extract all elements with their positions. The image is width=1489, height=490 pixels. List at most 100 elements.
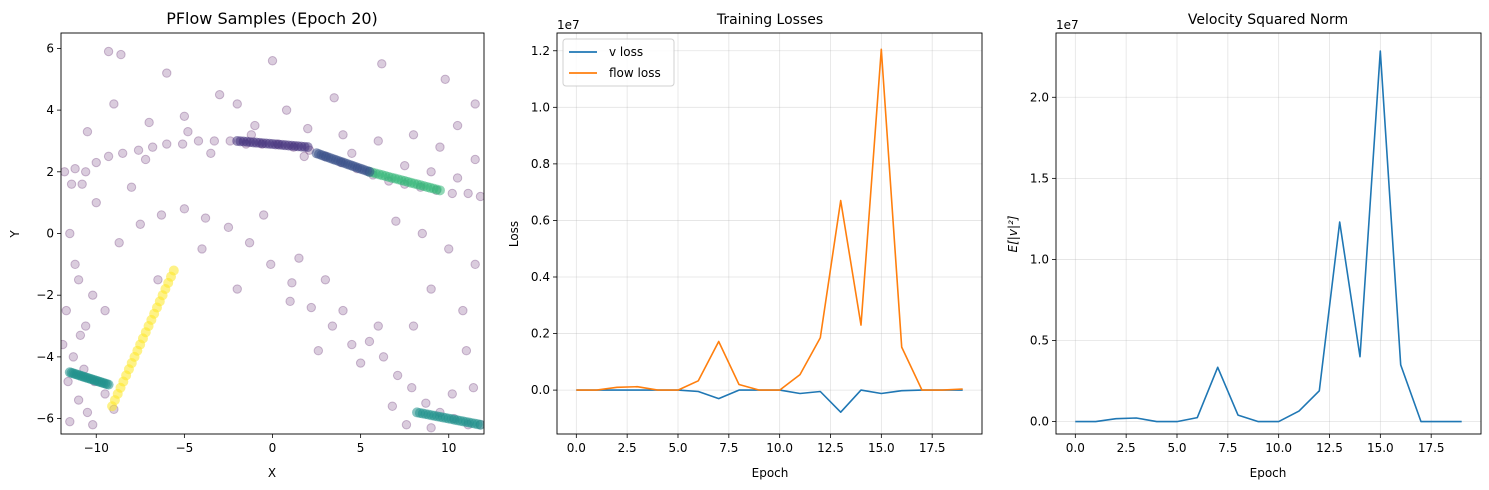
x-tick-label: 17.5 bbox=[919, 441, 946, 455]
scatter-point bbox=[144, 117, 154, 128]
legend-box bbox=[562, 38, 675, 87]
losses-lines bbox=[576, 48, 963, 414]
scatter-point bbox=[377, 59, 387, 69]
scatter-point bbox=[373, 321, 383, 331]
scatter-ylabel: Y bbox=[8, 230, 22, 239]
scatter-dense-point bbox=[302, 142, 313, 153]
scatter-point bbox=[463, 188, 473, 199]
scatter-dense-point bbox=[434, 185, 445, 196]
scatter-points bbox=[61, 46, 484, 433]
scatter-point bbox=[73, 275, 84, 285]
scatter-point bbox=[407, 383, 417, 393]
y-tick-label: 2 bbox=[46, 165, 54, 179]
losses-panel: Training Losses 1e7 0.0 2.5 5.0 7.5 10.0 12.5… bbox=[507, 12, 983, 480]
scatter-point bbox=[61, 339, 68, 350]
scatter-point bbox=[401, 420, 412, 430]
scatter-point bbox=[147, 142, 158, 152]
x-tick-label: 12.5 bbox=[1316, 441, 1343, 455]
scatter-xlabel: X bbox=[268, 466, 276, 480]
scatter-point bbox=[267, 56, 278, 66]
x-tick-label: 17.5 bbox=[1418, 441, 1445, 455]
scatter-point bbox=[153, 275, 163, 285]
velocity-offset-label: 1e7 bbox=[1056, 18, 1079, 32]
series-line-0 bbox=[1075, 50, 1462, 423]
scatter-point bbox=[387, 401, 398, 411]
y-tick-label: 1.2 bbox=[531, 44, 550, 58]
x-tick-label: 10.0 bbox=[1265, 441, 1292, 455]
x-tick-label: 12.5 bbox=[817, 441, 844, 455]
x-tick-label: 7.5 bbox=[1218, 441, 1237, 455]
y-tick-label: 1.0 bbox=[531, 100, 550, 114]
scatter-point bbox=[223, 222, 234, 233]
x-tick-label: 10 bbox=[441, 441, 456, 455]
scatter-point bbox=[461, 346, 472, 356]
scatter-point bbox=[475, 191, 484, 202]
scatter-point bbox=[399, 160, 410, 171]
scatter-point bbox=[103, 46, 114, 57]
scatter-point bbox=[200, 213, 211, 223]
scatter-point bbox=[82, 407, 93, 418]
x-tick-label: 0.0 bbox=[567, 441, 586, 455]
scatter-point bbox=[103, 151, 114, 162]
scatter-point bbox=[109, 99, 119, 109]
scatter-point bbox=[320, 275, 331, 285]
scatter-panel: PFlow Samples (Epoch 20) −10 −5 0 5 10 −6 −4 −2… bbox=[8, 9, 485, 480]
series-line-v-loss bbox=[576, 389, 963, 414]
scatter-point bbox=[294, 253, 304, 263]
scatter-point bbox=[126, 182, 137, 192]
velocity-xlabel: Epoch bbox=[1250, 466, 1287, 480]
scatter-dense-point bbox=[103, 379, 114, 390]
x-tick-label: 0 bbox=[269, 441, 277, 455]
scatter-point bbox=[206, 148, 216, 159]
scatter-point bbox=[470, 154, 480, 165]
scatter-point bbox=[232, 99, 242, 109]
scatter-point bbox=[68, 352, 79, 362]
x-tick-label: 0.0 bbox=[1066, 441, 1085, 455]
scatter-point bbox=[408, 130, 419, 140]
scatter-point bbox=[378, 352, 389, 362]
scatter-point bbox=[133, 145, 144, 155]
scatter-point bbox=[435, 142, 445, 152]
y-tick-label: 4 bbox=[46, 103, 54, 117]
y-tick-label: 0.6 bbox=[531, 213, 550, 227]
velocity-frame bbox=[1055, 32, 1482, 435]
scatter-point bbox=[73, 395, 84, 405]
y-tick-label: 0 bbox=[46, 227, 54, 241]
scatter-point bbox=[140, 154, 151, 165]
scatter-point bbox=[373, 136, 383, 146]
x-tick-label: 5 bbox=[357, 441, 365, 455]
scatter-point bbox=[447, 188, 457, 199]
scatter-dense-point bbox=[475, 419, 484, 430]
scatter-point bbox=[299, 151, 309, 162]
losses-xlabel: Epoch bbox=[752, 466, 789, 480]
scatter-point bbox=[250, 120, 260, 131]
scatter-point bbox=[408, 321, 419, 331]
series-line-flow-loss bbox=[576, 48, 963, 391]
losses-frame bbox=[556, 32, 983, 435]
y-tick-label: 1.5 bbox=[1030, 171, 1049, 185]
velocity-line bbox=[1075, 50, 1462, 423]
scatter-point bbox=[162, 139, 172, 149]
scatter-point bbox=[421, 398, 431, 408]
scatter-dense-point bbox=[364, 166, 375, 177]
velocity-ylabel: E[|v|²] bbox=[1006, 215, 1020, 252]
x-tick-label: −10 bbox=[84, 441, 109, 455]
y-tick-label: 0.4 bbox=[531, 270, 550, 284]
scatter-point bbox=[61, 167, 70, 177]
scatter-point bbox=[61, 305, 71, 316]
scatter-point bbox=[177, 139, 188, 149]
scatter-point bbox=[285, 296, 295, 307]
scatter-point bbox=[266, 259, 276, 270]
y-tick-label: −6 bbox=[36, 412, 54, 426]
scatter-point bbox=[338, 130, 348, 140]
scatter-point bbox=[82, 127, 93, 137]
y-tick-label: −2 bbox=[36, 288, 54, 302]
scatter-point bbox=[447, 389, 457, 399]
velocity-grid bbox=[1056, 33, 1481, 434]
x-tick-label: 2.5 bbox=[1117, 441, 1136, 455]
scatter-point bbox=[303, 123, 313, 134]
scatter-title: PFlow Samples (Epoch 20) bbox=[166, 9, 378, 28]
losses-title: Training Losses bbox=[716, 12, 823, 28]
x-tick-label: 15.0 bbox=[868, 441, 895, 455]
scatter-point bbox=[452, 120, 463, 131]
